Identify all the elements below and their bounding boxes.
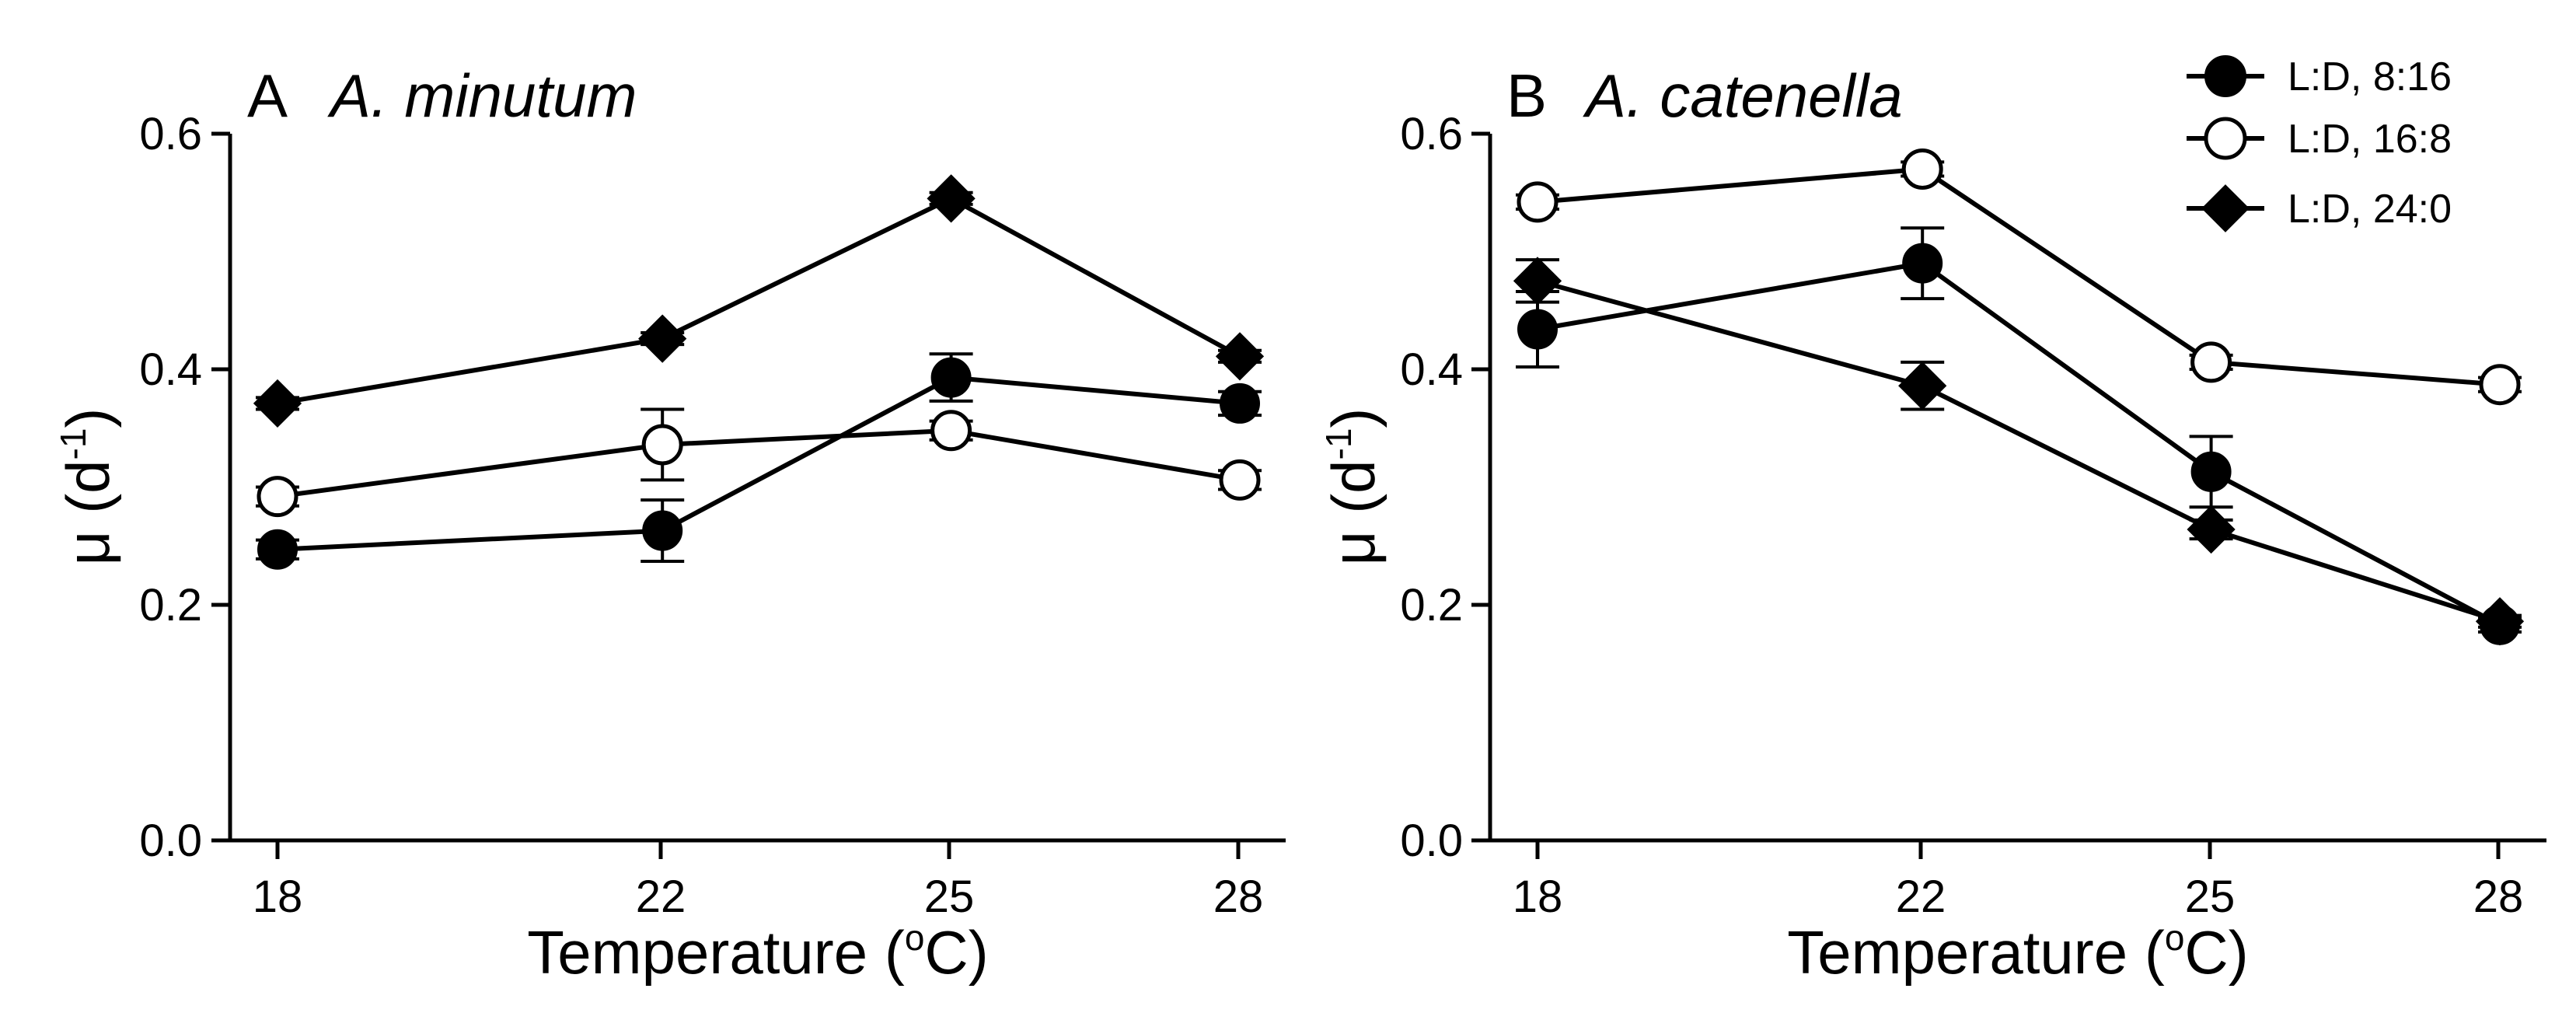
y-tick-label: 0.2 bbox=[139, 580, 202, 631]
legend: L:D, 8:16 L:D, 16:8 L:D, 24:0 bbox=[2187, 54, 2452, 232]
data-point-diamond bbox=[927, 174, 976, 223]
data-point-diamond bbox=[1513, 257, 1562, 306]
data-point-open-circle bbox=[257, 476, 298, 518]
data-point-filled-circle bbox=[642, 510, 683, 551]
data-point-open-circle bbox=[2479, 364, 2521, 406]
y-tick-label: 0.4 bbox=[139, 344, 202, 395]
x-axis-title-main: Temperature ( bbox=[1787, 918, 2165, 987]
y-ticks: 0.0 0.2 0.4 0.6 bbox=[1400, 109, 1490, 866]
x-tick-label: 18 bbox=[253, 872, 303, 922]
y-axis-title-main: μ (d bbox=[1319, 459, 1387, 565]
y-axis-title-main: μ (d bbox=[54, 459, 122, 565]
panel-letter: B bbox=[1506, 61, 1547, 130]
x-axis-title-end: C) bbox=[2184, 918, 2248, 987]
data-point-open-circle bbox=[1219, 459, 1261, 501]
data-point-filled-circle bbox=[2190, 451, 2232, 492]
legend-entry-24-0: L:D, 24:0 bbox=[2187, 184, 2452, 232]
x-axis-title: Temperature (oC) bbox=[1787, 917, 2248, 987]
data-point-filled-circle bbox=[930, 357, 972, 398]
x-axis-title-end: C) bbox=[924, 918, 988, 987]
panel-title: A. minutum bbox=[327, 61, 637, 130]
data-point-open-circle bbox=[2190, 341, 2232, 383]
y-ticks: 0.0 0.2 0.4 0.6 bbox=[139, 109, 230, 866]
x-axis-title-main: Temperature ( bbox=[527, 918, 905, 987]
series-line bbox=[277, 375, 1241, 552]
legend-entry-16-8: L:D, 16:8 bbox=[2187, 117, 2452, 162]
legend-label: L:D, 16:8 bbox=[2288, 117, 2452, 162]
y-axis-title: μ (d-1) bbox=[1318, 408, 1387, 566]
x-ticks: 18 22 25 28 bbox=[253, 840, 1264, 922]
y-axis-title-end: ) bbox=[1319, 408, 1387, 428]
x-axis-title-sup: o bbox=[2165, 917, 2185, 958]
panel-a-minutum: 0.0 0.2 0.4 0.6 18 22 25 28 Temperature … bbox=[53, 61, 1286, 987]
series-line bbox=[1537, 260, 2501, 627]
legend-marker-diamond bbox=[2201, 184, 2250, 232]
data-point-filled-circle bbox=[1220, 382, 1260, 424]
x-axis-title-sup: o bbox=[905, 917, 925, 958]
series-line bbox=[277, 428, 1241, 499]
data-point-diamond bbox=[253, 379, 302, 428]
y-axis-title-sup: -1 bbox=[1318, 428, 1359, 460]
y-tick-label: 0.0 bbox=[1400, 816, 1463, 866]
data-point-open-circle bbox=[1901, 148, 1943, 190]
y-tick-label: 0.6 bbox=[1400, 109, 1463, 159]
panel-title: A. catenella bbox=[1583, 61, 1903, 130]
data-point-diamond bbox=[2475, 597, 2525, 646]
series-line bbox=[1537, 278, 2501, 624]
x-tick-label: 28 bbox=[2473, 872, 2524, 922]
x-ticks: 18 22 25 28 bbox=[1513, 840, 2524, 922]
legend-label: L:D, 8:16 bbox=[2288, 54, 2452, 100]
legend-label: L:D, 24:0 bbox=[2288, 187, 2452, 232]
data-point-diamond bbox=[638, 314, 687, 363]
plot-area bbox=[253, 174, 1265, 570]
x-tick-label: 25 bbox=[924, 872, 975, 922]
legend-entry-8-16: L:D, 8:16 bbox=[2187, 54, 2452, 100]
series-line bbox=[1537, 166, 2501, 387]
plot-area bbox=[1513, 148, 2525, 646]
data-point-filled-circle bbox=[1902, 243, 1943, 284]
x-tick-label: 18 bbox=[1513, 872, 1563, 922]
y-axis-title-sup: -1 bbox=[53, 428, 93, 460]
data-point-diamond bbox=[1215, 332, 1265, 381]
y-tick-label: 0.6 bbox=[139, 109, 202, 159]
x-tick-label: 22 bbox=[1896, 872, 1946, 922]
y-axis-title-end: ) bbox=[54, 408, 122, 428]
data-point-filled-circle bbox=[257, 529, 298, 570]
legend-marker-open-circle bbox=[2204, 117, 2247, 160]
series-line bbox=[277, 196, 1241, 406]
data-point-filled-circle bbox=[1517, 309, 1558, 350]
data-point-open-circle bbox=[641, 424, 683, 466]
data-point-diamond bbox=[2187, 505, 2236, 554]
data-point-diamond bbox=[1898, 362, 1947, 410]
x-tick-label: 28 bbox=[1213, 872, 1264, 922]
panel-b-catenella: 0.0 0.2 0.4 0.6 18 22 25 28 Temperature … bbox=[1318, 61, 2546, 987]
y-axis-title: μ (d-1) bbox=[53, 408, 122, 566]
panel-letter: A bbox=[247, 61, 288, 130]
data-point-open-circle bbox=[1517, 181, 1559, 223]
y-tick-label: 0.0 bbox=[139, 816, 202, 866]
y-tick-label: 0.4 bbox=[1400, 344, 1463, 395]
legend-marker-filled-circle bbox=[2204, 55, 2246, 97]
data-point-open-circle bbox=[930, 410, 972, 452]
x-tick-label: 25 bbox=[2185, 872, 2236, 922]
y-tick-label: 0.2 bbox=[1400, 580, 1463, 631]
x-tick-label: 22 bbox=[636, 872, 686, 922]
x-axis-title: Temperature (oC) bbox=[527, 917, 988, 987]
